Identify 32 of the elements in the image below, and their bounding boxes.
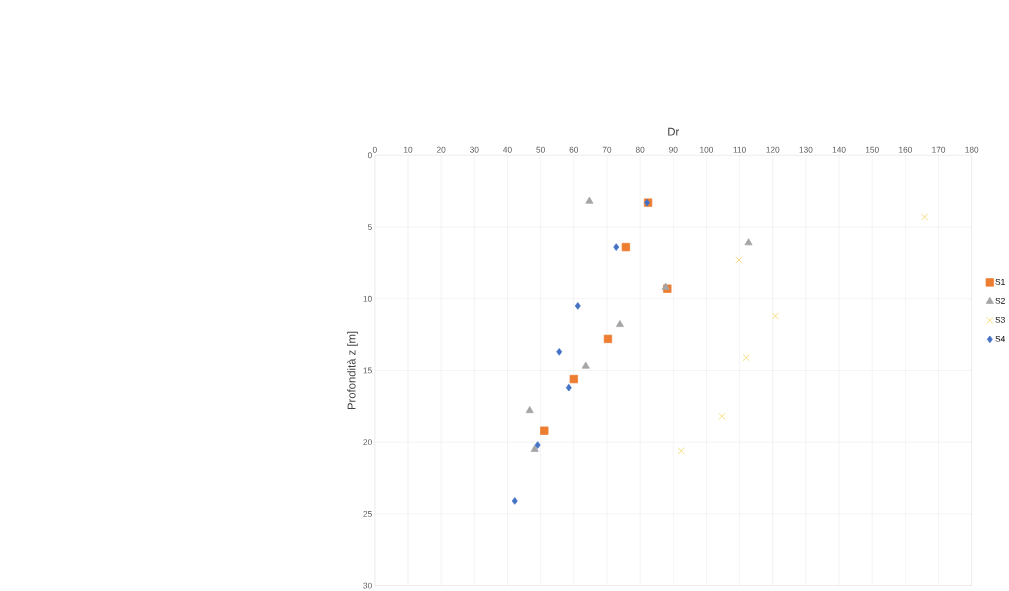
x-tick-label: 140 — [832, 146, 846, 153]
y-tick-label: 20 — [363, 439, 372, 446]
x-tick-label: 150 — [865, 146, 879, 153]
legend-label: S1 — [995, 278, 1005, 285]
x-tick-label: 80 — [635, 146, 645, 153]
x-tick-label: 60 — [569, 146, 579, 153]
x-tick-label: 100 — [700, 146, 714, 153]
x-tick-label: 90 — [669, 146, 678, 153]
x-axis-title: Dr — [668, 127, 680, 136]
y-tick-label: 0 — [367, 152, 372, 159]
x-tick-label: 110 — [733, 146, 746, 153]
y-tick-label: 10 — [363, 295, 372, 302]
x-tick-label: 40 — [503, 146, 512, 153]
y-tick-label: 30 — [363, 582, 372, 589]
y-tick-label: 15 — [363, 367, 372, 374]
legend-label: S2 — [995, 297, 1005, 304]
legend-label: S4 — [995, 335, 1005, 342]
y-tick-label: 5 — [367, 224, 372, 230]
x-tick-label: 170 — [932, 146, 946, 153]
x-tick-label: 20 — [436, 146, 446, 153]
y-tick-label: 25 — [363, 510, 372, 517]
x-tick-label: 160 — [899, 146, 912, 153]
legend-label: S3 — [995, 316, 1005, 323]
x-tick-label: 30 — [470, 146, 479, 153]
x-tick-label: 0 — [372, 146, 377, 153]
x-tick-label: 70 — [602, 146, 612, 153]
x-tick-label: 50 — [536, 146, 545, 153]
x-tick-label: 120 — [766, 146, 780, 153]
y-axis-title: Profondità z [m] — [347, 331, 358, 410]
x-tick-label: 130 — [799, 146, 813, 153]
x-tick-label: 180 — [965, 146, 979, 153]
x-tick-label: 10 — [404, 146, 413, 153]
